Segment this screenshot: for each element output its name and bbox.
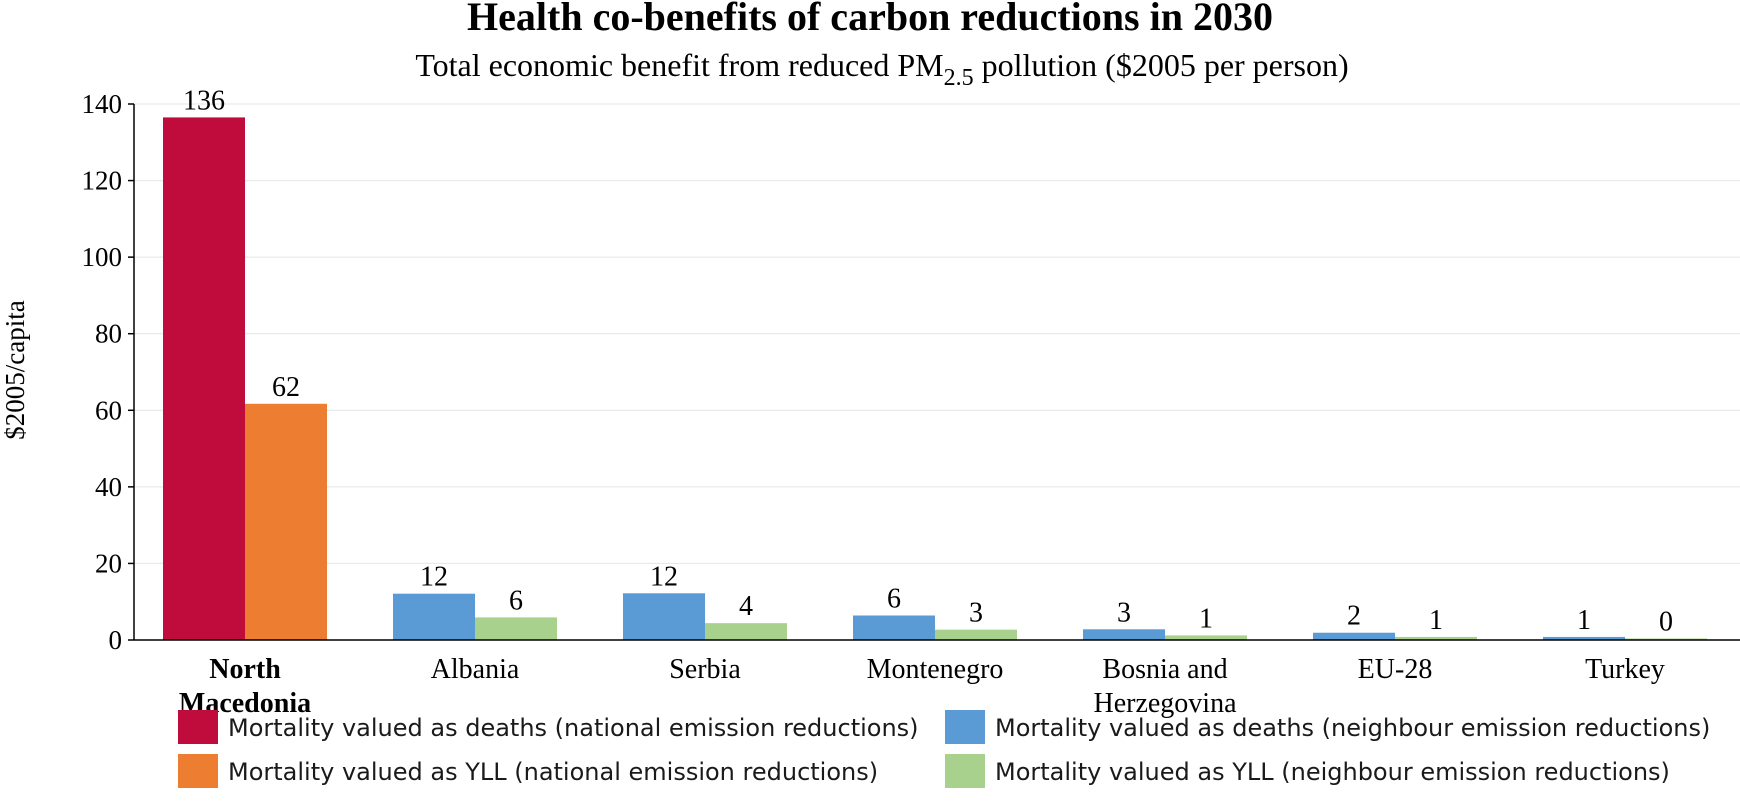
data-label-yll: 6 [509,585,523,616]
data-label-deaths: 136 [183,85,225,116]
y-axis-label: $2005/capita [0,300,30,439]
data-label-yll: 1 [1199,603,1213,634]
y-tick-label: 40 [95,472,122,502]
data-label-yll: 62 [272,372,300,403]
data-label-yll: 1 [1429,605,1443,636]
bar-yll [245,403,327,640]
data-label-deaths: 12 [650,561,678,592]
bar-yll [1625,638,1707,640]
bars [163,117,1707,640]
legend-label: Mortality valued as YLL (neighbour emiss… [995,758,1670,786]
x-category-label: Serbia [669,654,741,685]
chart-subtitle-main: Total economic benefit from reduced PM [415,47,943,83]
bar-yll [1395,636,1477,640]
legend-swatch [178,754,218,788]
x-category-label: EU-28 [1358,654,1433,685]
bar-yll [705,623,787,640]
x-category-label: Turkey [1585,654,1665,685]
y-tick-label: 140 [82,89,123,119]
bar-yll [475,617,557,640]
chart-title: Health co-benefits of carbon reductions … [467,0,1273,39]
y-axis-ticks: 0 20 40 60 80 100 120 140 [82,89,134,655]
y-tick-label: 20 [95,548,122,578]
legend-label: Mortality valued as YLL (national emissi… [228,758,878,786]
data-label-deaths: 2 [1347,601,1361,632]
data-label-deaths: 3 [1117,597,1131,628]
x-category-label: Herzegovina [1093,688,1237,719]
bar-deaths [1313,632,1395,640]
x-category-label: Montenegro [867,654,1004,685]
y-tick-label: 100 [82,242,123,272]
gridlines [134,103,1740,564]
bar-deaths [1083,629,1165,640]
bar-deaths [1543,636,1625,640]
chart-subtitle: Total economic benefit from reduced PM2.… [415,47,1348,91]
bar-yll [1165,635,1247,640]
legend-swatch [178,710,218,744]
data-label-yll: 3 [969,598,983,629]
y-tick-label: 80 [95,319,122,349]
y-tick-label: 60 [95,395,122,425]
legend-swatch [945,710,985,744]
data-label-deaths: 12 [420,562,448,593]
data-label-yll: 4 [739,591,753,622]
legend-label: Mortality valued as deaths (national emi… [228,714,919,742]
bar-deaths [853,615,935,640]
bar-deaths [393,593,475,640]
y-tick-label: 0 [109,625,123,655]
chart-subtitle-subscript: 2.5 [944,65,974,91]
bar-yll [935,629,1017,640]
legend-label: Mortality valued as deaths (neighbour em… [995,714,1710,742]
data-label-deaths: 6 [887,583,901,614]
data-label-yll: 0 [1659,606,1673,637]
bar-deaths [163,117,245,640]
x-category-label: Albania [431,654,520,685]
bar-deaths [623,593,705,640]
chart-subtitle-rest: pollution ($2005 per person) [974,47,1349,83]
data-label-deaths: 1 [1577,605,1591,636]
legend: Mortality valued as deaths (national emi… [178,710,1710,788]
x-category-label: North [209,654,281,685]
y-tick-label: 120 [82,166,123,196]
x-category-label: Bosnia and [1102,654,1227,685]
legend-swatch [945,754,985,788]
